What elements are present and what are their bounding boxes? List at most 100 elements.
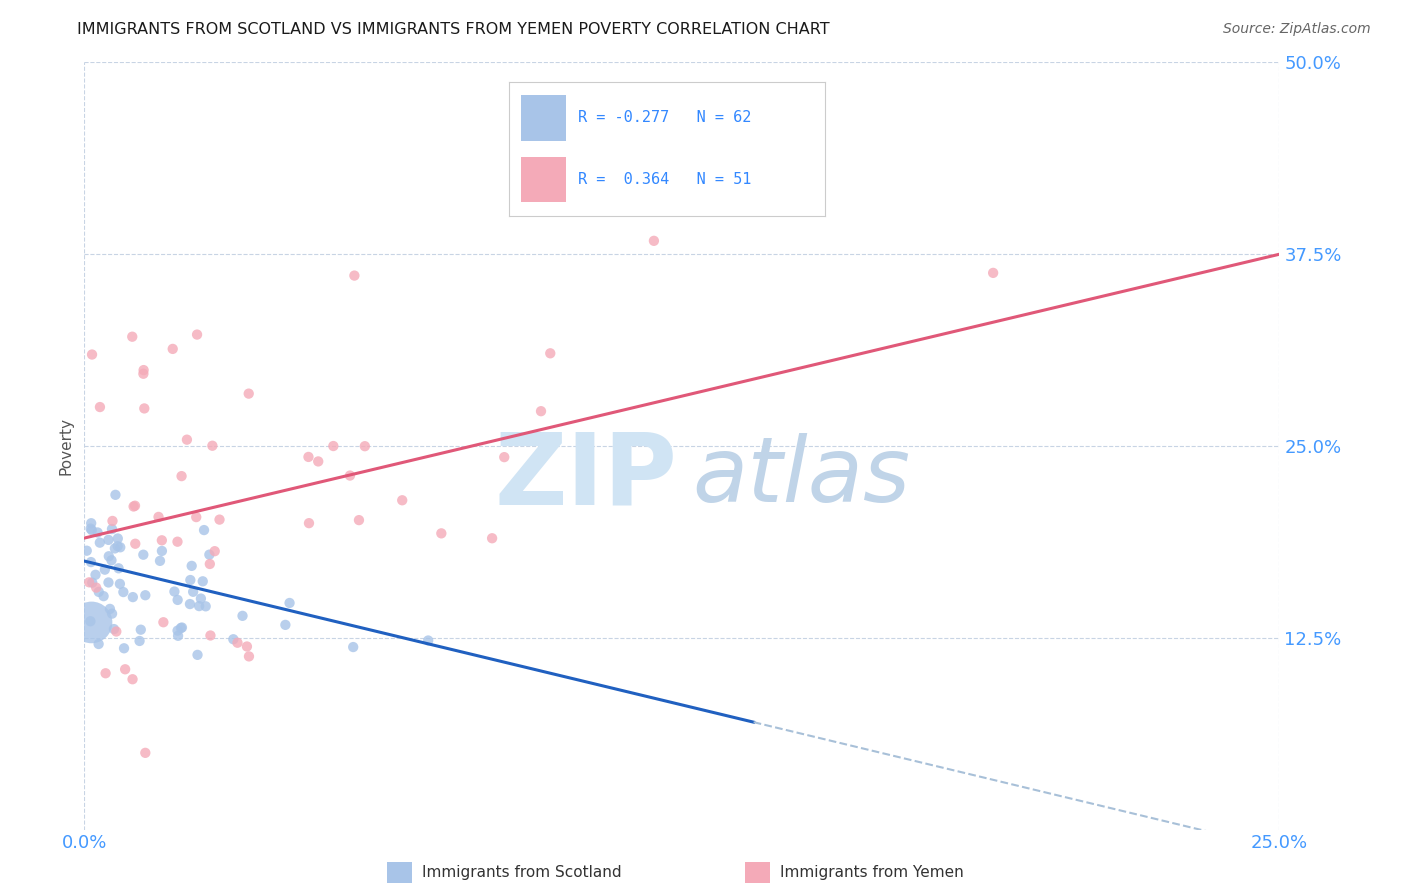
- Point: [132, 548, 155, 562]
- Point: [231, 608, 253, 623]
- Point: [121, 590, 143, 604]
- Point: [80, 516, 103, 531]
- Point: [80, 555, 103, 569]
- Point: [122, 500, 145, 514]
- Point: [208, 513, 231, 527]
- Point: [238, 386, 260, 401]
- Point: [274, 618, 297, 632]
- Point: [170, 621, 193, 635]
- Point: [180, 558, 202, 573]
- Point: [84, 581, 107, 595]
- Point: [87, 585, 110, 599]
- Point: [110, 541, 132, 555]
- Point: [77, 575, 100, 590]
- Point: [134, 401, 156, 416]
- Point: [148, 509, 170, 524]
- Point: [186, 510, 208, 524]
- Point: [150, 533, 173, 548]
- Point: [107, 532, 129, 546]
- Point: [80, 615, 103, 630]
- Point: [188, 599, 211, 613]
- Point: [298, 516, 321, 530]
- Point: [121, 329, 143, 343]
- Point: [76, 543, 98, 558]
- Point: [100, 553, 122, 567]
- Point: [179, 597, 201, 611]
- Point: [538, 346, 561, 360]
- Point: [176, 433, 198, 447]
- Point: [107, 561, 129, 575]
- Y-axis label: Poverty: Poverty: [58, 417, 73, 475]
- Text: Source: ZipAtlas.com: Source: ZipAtlas.com: [1223, 22, 1371, 37]
- Point: [179, 573, 201, 587]
- Point: [149, 554, 172, 568]
- Point: [101, 607, 124, 621]
- Point: [103, 622, 125, 636]
- Point: [98, 602, 121, 616]
- Point: [343, 268, 366, 283]
- Point: [190, 591, 212, 606]
- Point: [166, 534, 188, 549]
- Point: [132, 367, 155, 381]
- Text: atlas: atlas: [692, 433, 911, 521]
- Point: [163, 584, 186, 599]
- Point: [193, 523, 215, 537]
- Point: [204, 544, 226, 558]
- Point: [97, 549, 120, 564]
- Point: [121, 672, 143, 686]
- Point: [84, 567, 107, 582]
- Point: [87, 637, 110, 651]
- Point: [101, 522, 124, 536]
- Text: ZIP: ZIP: [495, 428, 678, 525]
- Point: [186, 648, 208, 662]
- Point: [643, 234, 665, 248]
- Point: [166, 624, 188, 638]
- Point: [170, 621, 193, 635]
- Point: [201, 439, 224, 453]
- Point: [166, 593, 188, 607]
- Point: [297, 450, 319, 464]
- Point: [129, 623, 152, 637]
- Point: [981, 266, 1004, 280]
- Point: [79, 614, 101, 628]
- Point: [152, 615, 174, 630]
- Point: [80, 523, 103, 537]
- Point: [181, 584, 204, 599]
- Point: [347, 513, 370, 527]
- Point: [101, 514, 124, 528]
- Point: [124, 499, 146, 513]
- Point: [94, 666, 117, 681]
- Point: [94, 563, 117, 577]
- Point: [150, 544, 173, 558]
- Point: [222, 632, 245, 647]
- Point: [108, 577, 131, 591]
- Point: [191, 574, 214, 589]
- Point: [86, 525, 108, 540]
- Point: [170, 469, 193, 483]
- Point: [430, 526, 453, 541]
- Point: [194, 599, 217, 614]
- Point: [134, 746, 156, 760]
- Point: [162, 342, 184, 356]
- Text: IMMIGRANTS FROM SCOTLAND VS IMMIGRANTS FROM YEMEN POVERTY CORRELATION CHART: IMMIGRANTS FROM SCOTLAND VS IMMIGRANTS F…: [77, 22, 830, 37]
- Text: Immigrants from Scotland: Immigrants from Scotland: [422, 865, 621, 880]
- Point: [322, 439, 344, 453]
- Point: [128, 634, 150, 648]
- Point: [418, 633, 440, 648]
- Point: [104, 488, 127, 502]
- Point: [134, 588, 156, 602]
- Text: Immigrants from Yemen: Immigrants from Yemen: [780, 865, 965, 880]
- Point: [391, 493, 413, 508]
- Point: [112, 585, 135, 599]
- Point: [107, 539, 129, 553]
- Point: [97, 533, 120, 547]
- Point: [494, 450, 516, 464]
- Point: [530, 404, 553, 418]
- Point: [82, 575, 104, 590]
- Point: [132, 363, 155, 377]
- Point: [80, 347, 103, 361]
- Point: [481, 531, 503, 545]
- Point: [104, 541, 127, 556]
- Point: [353, 439, 375, 453]
- Point: [236, 640, 259, 654]
